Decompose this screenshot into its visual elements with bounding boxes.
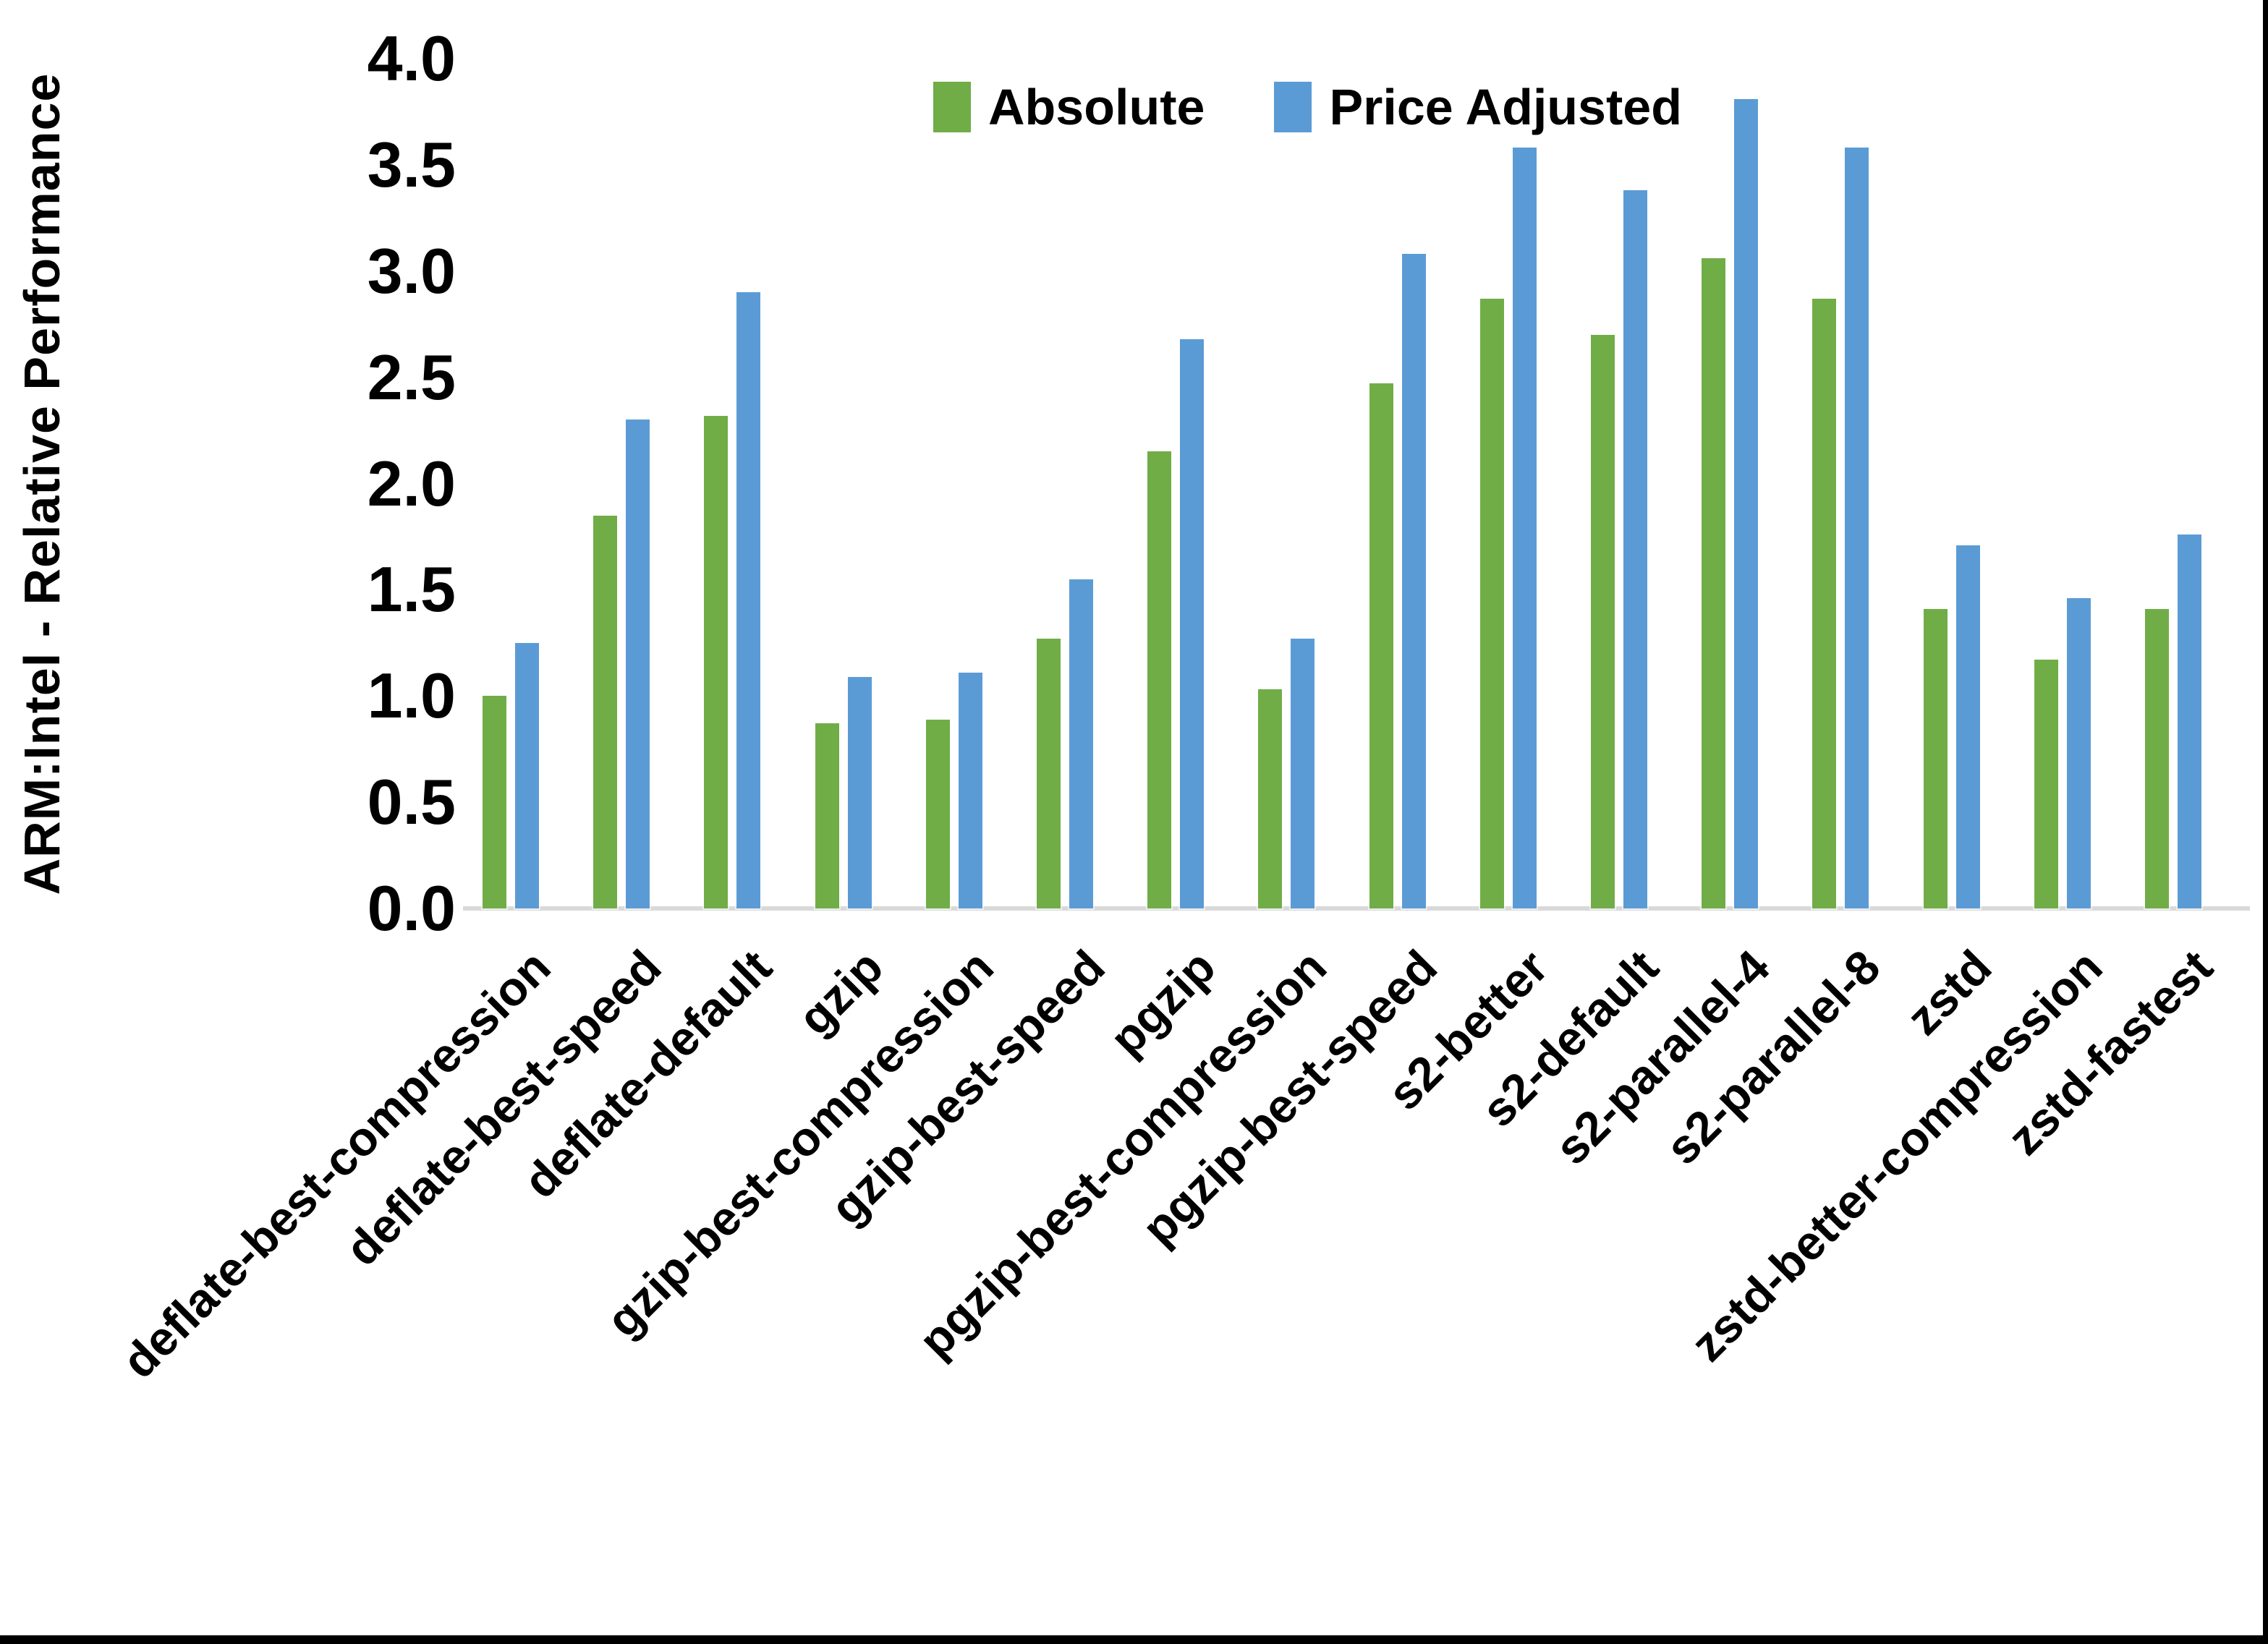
bar-price-adjusted-zstd xyxy=(1955,545,1980,908)
bar-absolute-zstd-better-compression xyxy=(2034,660,2058,908)
legend-label-price-adjusted: Price Adjusted xyxy=(1329,79,1682,135)
bar-price-adjusted-s2-parallel-4 xyxy=(1734,98,1759,908)
bar-price-adjusted-s2-better xyxy=(1512,148,1537,908)
bar-price-adjusted-gzip-best-speed xyxy=(1069,579,1093,908)
y-tick-label-1.0: 1.0 xyxy=(367,660,456,732)
bar-absolute-s2-parallel-8 xyxy=(1812,298,1837,908)
bar-price-adjusted-s2-default xyxy=(1623,190,1647,908)
y-tick-label-4.0: 4.0 xyxy=(367,22,456,94)
bar-price-adjusted-zstd-fastest xyxy=(2178,534,2201,908)
legend-item-price-adjusted: Price Adjusted xyxy=(1274,78,1682,136)
y-tick-label-2.0: 2.0 xyxy=(367,447,456,519)
bar-absolute-s2-default xyxy=(1591,334,1615,908)
image-border-right xyxy=(2263,0,2268,1644)
x-tick-label-deflate-best-compression: deflate-best-compression xyxy=(111,940,561,1389)
y-tick-label-0.0: 0.0 xyxy=(367,872,456,944)
bar-price-adjusted-gzip xyxy=(847,676,872,908)
legend-item-absolute: Absolute xyxy=(933,78,1205,136)
bar-absolute-zstd xyxy=(1923,608,1948,908)
bar-absolute-s2-better xyxy=(1479,298,1504,908)
y-tick-label-2.5: 2.5 xyxy=(367,341,456,413)
bar-absolute-deflate-default xyxy=(704,415,729,908)
y-tick-label-1.5: 1.5 xyxy=(367,553,456,626)
bar-price-adjusted-gzip-best-compression xyxy=(958,672,982,908)
x-axis-line xyxy=(463,906,2250,911)
y-tick-label-0.5: 0.5 xyxy=(367,766,456,838)
legend-label-absolute: Absolute xyxy=(988,79,1205,135)
bar-absolute-s2-parallel-4 xyxy=(1702,258,1726,908)
bar-absolute-gzip-best-speed xyxy=(1037,638,1061,908)
bar-price-adjusted-deflate-best-speed xyxy=(626,419,650,908)
legend-swatch-price-adjusted xyxy=(1274,82,1312,132)
bar-price-adjusted-deflate-best-compression xyxy=(515,642,539,908)
bar-absolute-pgzip-best-compression xyxy=(1258,689,1283,908)
bar-price-adjusted-s2-parallel-8 xyxy=(1845,148,1869,908)
y-tick-label-3.0: 3.0 xyxy=(367,234,456,307)
legend: Absolute Price Adjusted xyxy=(933,78,1682,136)
bar-price-adjusted-deflate-default xyxy=(736,292,761,908)
y-axis-title: ARM:Intel - Relative Performance xyxy=(14,72,70,895)
image-border-bottom xyxy=(0,1635,2268,1644)
bar-price-adjusted-zstd-better-compression xyxy=(2066,598,2091,908)
bar-absolute-deflate-best-speed xyxy=(593,515,618,908)
legend-swatch-absolute xyxy=(933,82,971,132)
y-tick-label-3.5: 3.5 xyxy=(367,128,456,200)
x-tick-label-gzip: gzip xyxy=(787,940,893,1045)
bar-absolute-gzip-best-compression xyxy=(925,719,950,908)
bar-price-adjusted-pgzip-best-speed xyxy=(1401,254,1426,908)
bar-absolute-zstd-fastest xyxy=(2145,608,2169,908)
bar-absolute-pgzip-best-speed xyxy=(1369,383,1393,908)
bar-absolute-pgzip xyxy=(1147,451,1172,908)
bar-absolute-deflate-best-compression xyxy=(483,696,506,908)
x-tick-label-zstd: zstd xyxy=(1895,940,2002,1045)
bar-absolute-gzip xyxy=(815,723,839,908)
bar-price-adjusted-pgzip-best-compression xyxy=(1291,638,1315,908)
bar-price-adjusted-pgzip xyxy=(1180,338,1205,908)
